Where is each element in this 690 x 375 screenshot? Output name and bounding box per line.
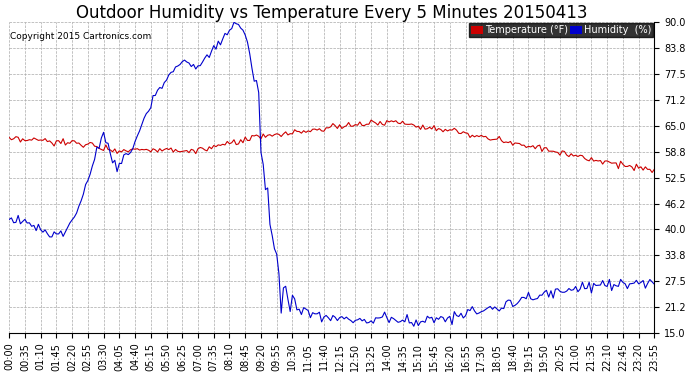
Legend: Temperature (°F), Humidity  (%): Temperature (°F), Humidity (%) (469, 23, 653, 37)
Text: Copyright 2015 Cartronics.com: Copyright 2015 Cartronics.com (10, 32, 152, 40)
Title: Outdoor Humidity vs Temperature Every 5 Minutes 20150413: Outdoor Humidity vs Temperature Every 5 … (76, 4, 587, 22)
